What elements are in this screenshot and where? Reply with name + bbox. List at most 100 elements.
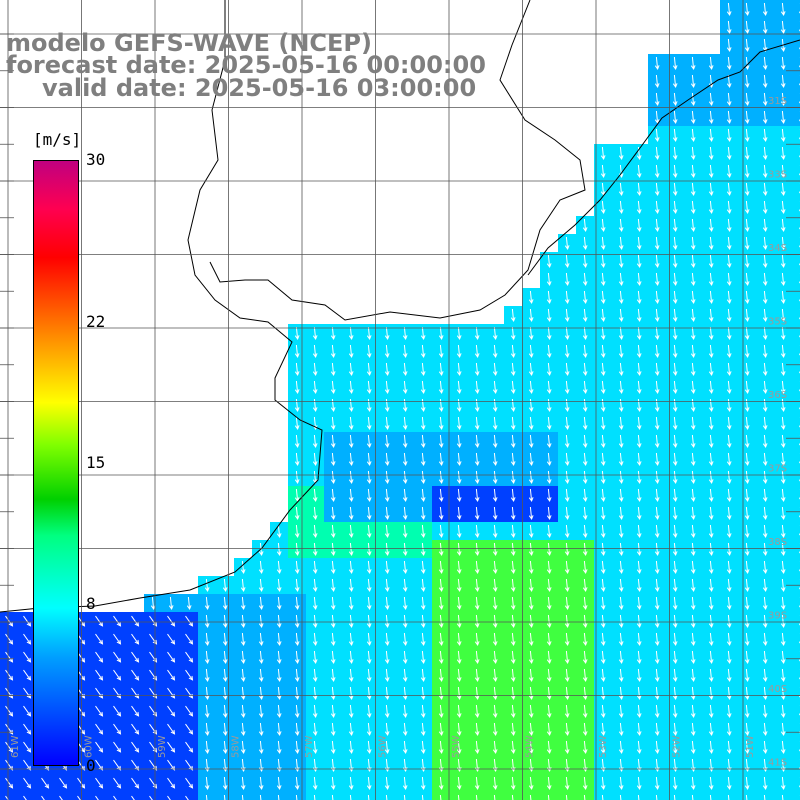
wind-arrow xyxy=(113,633,122,645)
wind-arrow xyxy=(762,254,768,269)
wind-arrow xyxy=(474,776,480,791)
wind-arrow xyxy=(528,596,534,611)
wind-arrow xyxy=(582,632,588,647)
wind-arrow xyxy=(294,488,300,503)
wind-arrow xyxy=(23,669,32,681)
wind-arrow xyxy=(690,488,696,503)
wind-arrow xyxy=(348,362,354,377)
wind-arrow xyxy=(205,794,208,800)
wind-arrow xyxy=(654,596,660,611)
wind-speed-cell xyxy=(702,792,721,800)
wind-arrow xyxy=(672,92,678,107)
wind-arrow xyxy=(744,344,750,359)
wind-speed-cell xyxy=(666,792,685,800)
wind-arrow xyxy=(402,398,408,413)
wind-arrow xyxy=(366,488,372,503)
wind-arrow xyxy=(690,362,696,377)
wind-arrow xyxy=(690,200,696,215)
wind-arrow xyxy=(276,686,282,701)
wind-arrow xyxy=(456,740,462,755)
wind-arrow xyxy=(654,164,660,179)
wind-arrow xyxy=(564,578,570,593)
wind-arrow xyxy=(5,795,9,800)
wind-arrow xyxy=(438,704,444,719)
wind-arrow xyxy=(600,704,606,719)
wind-arrow xyxy=(528,434,534,449)
wind-arrow xyxy=(546,632,552,647)
wind-arrow xyxy=(672,182,678,197)
wind-arrow xyxy=(654,722,660,737)
wind-arrow xyxy=(528,578,534,593)
wind-arrow xyxy=(672,218,678,233)
wind-arrow xyxy=(330,740,336,755)
wind-arrow xyxy=(312,434,318,449)
wind-arrow xyxy=(474,398,480,413)
wind-arrow xyxy=(330,722,336,737)
wind-arrow xyxy=(528,632,534,647)
wind-speed-cell xyxy=(576,792,595,800)
wind-arrow xyxy=(672,488,678,503)
wind-arrow xyxy=(384,596,390,611)
wind-arrow xyxy=(654,542,660,557)
wind-arrow xyxy=(564,272,570,287)
wind-arrow xyxy=(708,578,714,593)
wind-arrow xyxy=(690,416,696,431)
wind-speed-cell xyxy=(792,594,800,613)
wind-arrow xyxy=(259,794,262,800)
wind-arrow xyxy=(636,362,642,377)
wind-arrow xyxy=(618,254,624,269)
wind-arrow xyxy=(744,164,750,179)
wind-arrow xyxy=(330,506,336,521)
wind-arrow xyxy=(276,704,282,719)
wind-arrow xyxy=(780,272,786,287)
wind-arrow xyxy=(77,795,81,800)
wind-arrow xyxy=(420,614,426,629)
wind-arrow xyxy=(113,723,122,735)
wind-speed-cell xyxy=(396,792,415,800)
wind-arrow xyxy=(744,776,750,791)
wind-arrow xyxy=(780,722,786,737)
wind-arrow xyxy=(600,200,606,215)
wind-arrow xyxy=(726,128,732,143)
wind-arrow xyxy=(654,632,660,647)
wind-arrow xyxy=(384,686,390,701)
wind-arrow xyxy=(762,200,768,215)
wind-arrow xyxy=(690,614,696,629)
wind-arrow xyxy=(600,560,606,575)
wind-arrow xyxy=(745,794,748,800)
wind-arrow xyxy=(690,110,696,125)
wind-speed-cell xyxy=(792,720,800,739)
wind-arrow xyxy=(744,650,750,665)
wind-arrow xyxy=(330,452,336,467)
wind-arrow xyxy=(402,578,408,593)
wind-arrow xyxy=(258,596,264,611)
wind-arrow xyxy=(744,452,750,467)
wind-arrow xyxy=(384,776,390,791)
wind-arrow xyxy=(726,38,732,53)
wind-arrow xyxy=(654,362,660,377)
wind-arrow xyxy=(330,560,336,575)
wind-arrow xyxy=(456,452,462,467)
wind-arrow xyxy=(402,560,408,575)
wind-arrow xyxy=(744,488,750,503)
wind-arrow xyxy=(402,632,408,647)
wind-arrow xyxy=(762,164,768,179)
wind-arrow xyxy=(690,254,696,269)
wind-arrow xyxy=(636,146,642,161)
wind-arrow xyxy=(564,344,570,359)
wind-arrow xyxy=(330,362,336,377)
wind-arrow xyxy=(672,722,678,737)
wind-arrow xyxy=(204,740,210,755)
wind-arrow xyxy=(654,290,660,305)
wind-arrow xyxy=(546,488,552,503)
wind-arrow xyxy=(312,398,318,413)
wind-arrow xyxy=(348,326,354,341)
wind-arrow xyxy=(726,218,732,233)
wind-arrow xyxy=(600,488,606,503)
wind-speed-cell xyxy=(792,702,800,721)
wind-arrow xyxy=(690,326,696,341)
wind-arrow xyxy=(95,705,104,717)
wind-arrow xyxy=(762,434,768,449)
wind-arrow xyxy=(637,794,640,800)
wind-speed-cell xyxy=(792,360,800,379)
